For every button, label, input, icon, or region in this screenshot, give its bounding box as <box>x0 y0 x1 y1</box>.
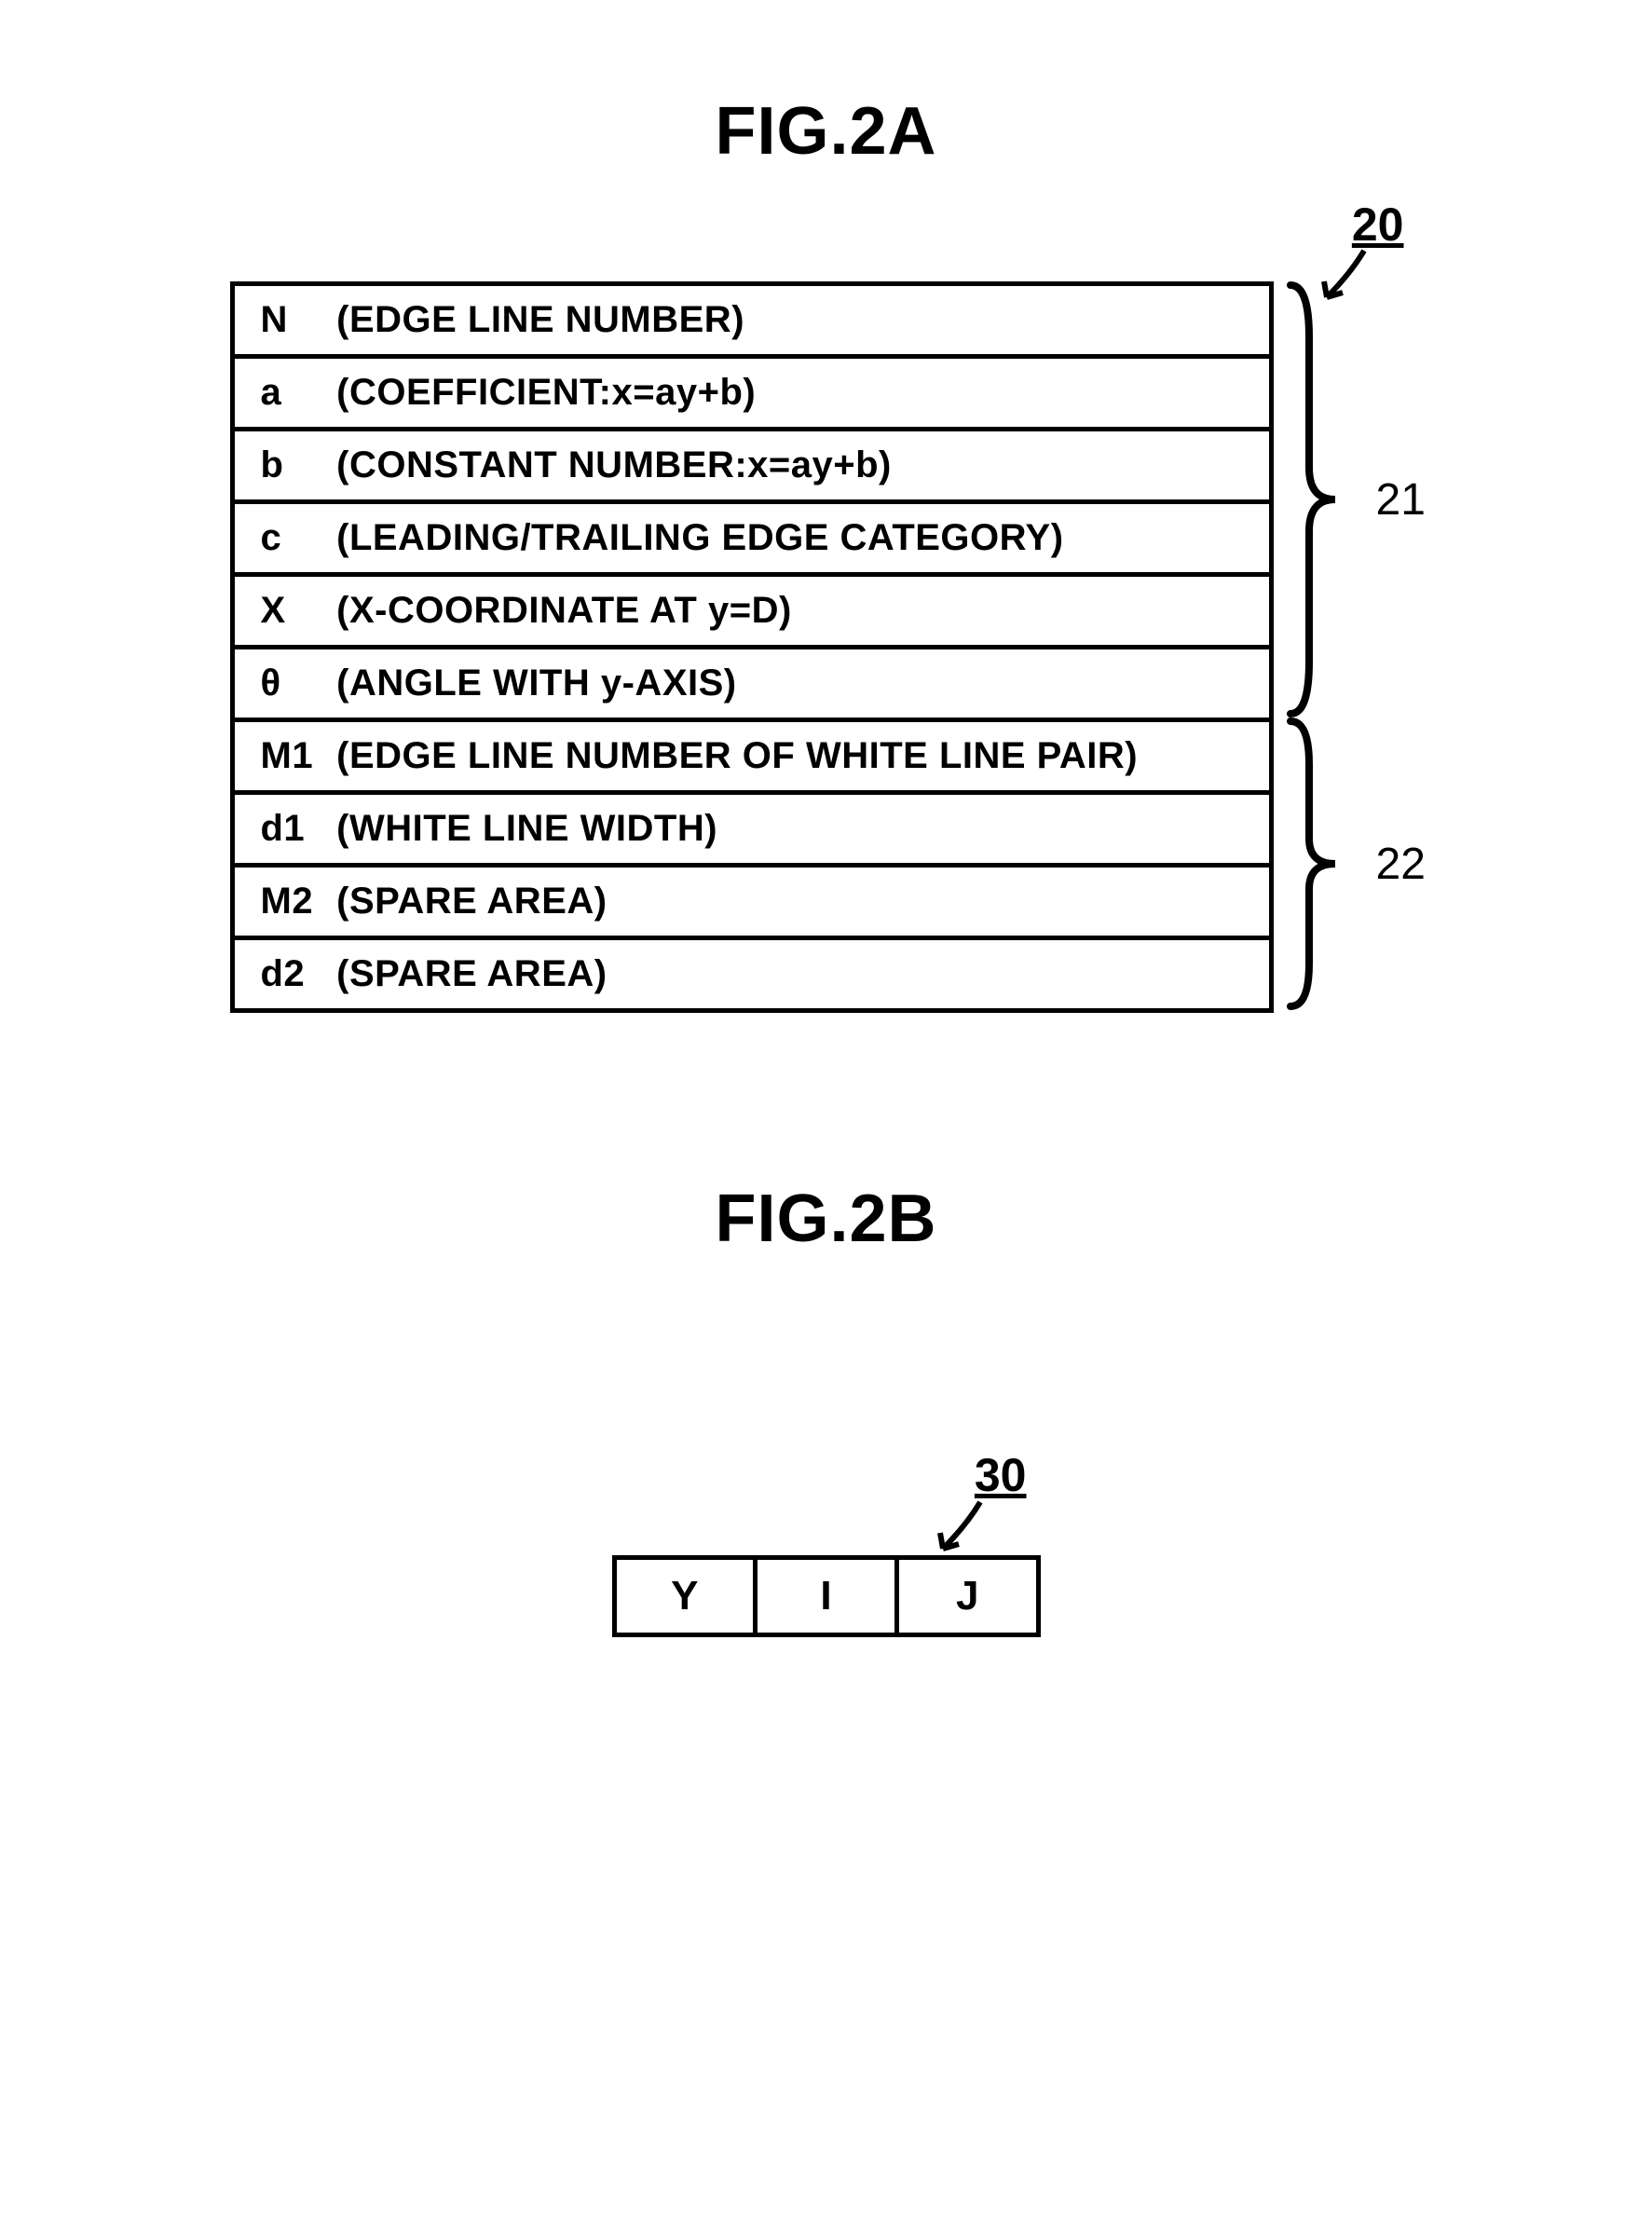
row-symbol: a <box>261 372 326 414</box>
callout-20-label: 20 <box>1352 198 1404 252</box>
table-row: M2 (SPARE AREA) <box>235 868 1269 940</box>
fig2a-title: FIG.2A <box>37 93 1615 170</box>
row-symbol: θ <box>261 663 326 704</box>
cell-y: Y <box>617 1560 758 1633</box>
brace-icon <box>1283 718 1348 1010</box>
row-desc: (CONSTANT NUMBER:x=ay+b) <box>336 444 892 485</box>
row-desc: (ANGLE WITH y-AXIS) <box>336 663 736 704</box>
fig2b-container: 30 Y I J <box>547 1555 1106 1637</box>
table-row: c (LEADING/TRAILING EDGE CATEGORY) <box>235 504 1269 577</box>
row-symbol: d2 <box>261 953 326 995</box>
row-desc: (LEADING/TRAILING EDGE CATEGORY) <box>336 517 1063 558</box>
fig2a-table: N (EDGE LINE NUMBER) a (COEFFICIENT:x=ay… <box>230 281 1274 1013</box>
row-symbol: N <box>261 299 326 341</box>
row-desc: (COEFFICIENT:x=ay+b) <box>336 372 756 413</box>
row-symbol: M1 <box>261 735 326 777</box>
table-row: θ (ANGLE WITH y-AXIS) <box>235 649 1269 722</box>
brace-22: 22 <box>1283 718 1426 1010</box>
row-desc: (EDGE LINE NUMBER OF WHITE LINE PAIR) <box>336 735 1138 776</box>
arrow-icon <box>929 1497 994 1563</box>
table-row: M1 (EDGE LINE NUMBER OF WHITE LINE PAIR) <box>235 722 1269 795</box>
table-row: N (EDGE LINE NUMBER) <box>235 286 1269 359</box>
row-symbol: d1 <box>261 808 326 850</box>
brace-21: 21 <box>1283 281 1426 718</box>
fig2b-title: FIG.2B <box>37 1181 1615 1257</box>
row-desc: (X-COORDINATE AT y=D) <box>336 590 792 631</box>
row-symbol: b <box>261 444 326 486</box>
fig2a-container: 20 N (EDGE LINE NUMBER) a (COEFFICIENT:x… <box>174 281 1479 1013</box>
callout-30-label: 30 <box>975 1448 1027 1502</box>
brace-icon <box>1283 281 1348 718</box>
row-desc: (SPARE AREA) <box>336 953 607 994</box>
brace-22-label: 22 <box>1376 839 1426 890</box>
cell-j: J <box>899 1560 1036 1633</box>
row-symbol: c <box>261 517 326 559</box>
row-desc: (SPARE AREA) <box>336 881 607 922</box>
table-row: a (COEFFICIENT:x=ay+b) <box>235 359 1269 431</box>
table-row: d1 (WHITE LINE WIDTH) <box>235 795 1269 868</box>
row-desc: (WHITE LINE WIDTH) <box>336 808 717 849</box>
table-row: b (CONSTANT NUMBER:x=ay+b) <box>235 431 1269 504</box>
brace-21-label: 21 <box>1376 474 1426 526</box>
row-symbol: X <box>261 590 326 632</box>
table-row: d2 (SPARE AREA) <box>235 940 1269 1008</box>
table-row: X (X-COORDINATE AT y=D) <box>235 577 1269 649</box>
fig2b-table: Y I J <box>612 1555 1041 1637</box>
row-desc: (EDGE LINE NUMBER) <box>336 299 744 340</box>
cell-i: I <box>758 1560 899 1633</box>
row-symbol: M2 <box>261 881 326 922</box>
